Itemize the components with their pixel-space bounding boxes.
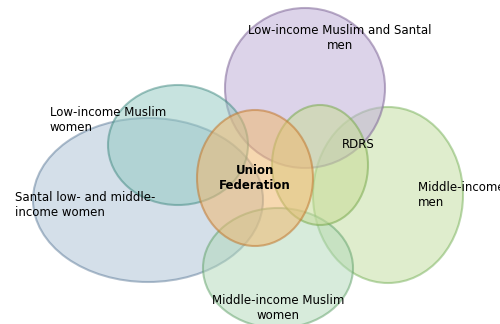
Ellipse shape xyxy=(225,8,385,168)
Ellipse shape xyxy=(313,107,463,283)
Text: Santal low- and middle-
income women: Santal low- and middle- income women xyxy=(15,191,156,219)
Ellipse shape xyxy=(272,105,368,225)
Text: Low-income Muslim
women: Low-income Muslim women xyxy=(50,106,166,134)
Text: Middle-income Muslim and Santal
men: Middle-income Muslim and Santal men xyxy=(418,181,500,209)
Text: RDRS: RDRS xyxy=(342,138,375,152)
Text: Union
Federation: Union Federation xyxy=(219,164,291,192)
Ellipse shape xyxy=(197,110,313,246)
Ellipse shape xyxy=(108,85,248,205)
Ellipse shape xyxy=(33,118,263,282)
Text: Low-income Muslim and Santal
men: Low-income Muslim and Santal men xyxy=(248,24,432,52)
Text: Middle-income Muslim
women: Middle-income Muslim women xyxy=(212,294,344,322)
Ellipse shape xyxy=(203,208,353,324)
